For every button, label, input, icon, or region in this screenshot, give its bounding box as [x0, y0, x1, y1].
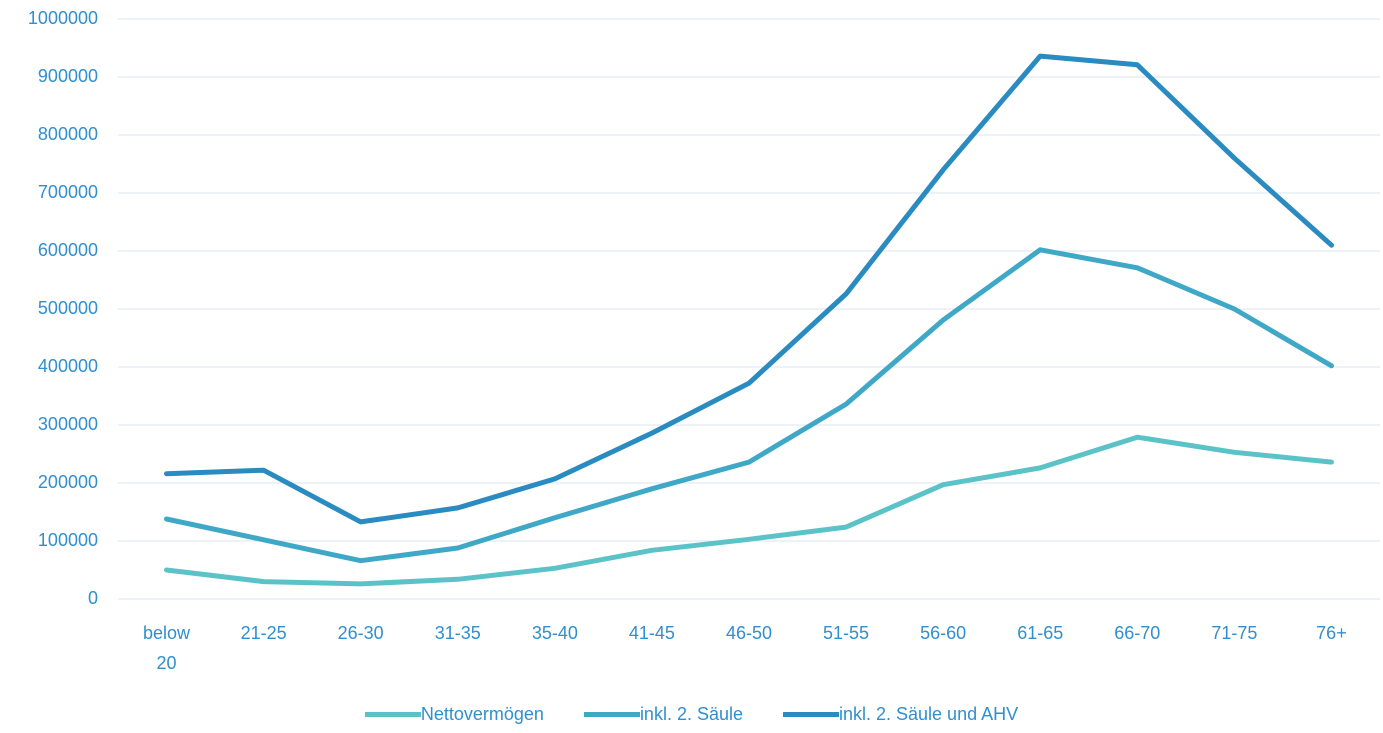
legend-label: inkl. 2. Säule [639, 704, 743, 724]
x-tick-label: 51-55 [823, 623, 870, 643]
x-tick-label: 56-60 [920, 623, 967, 643]
y-tick-label: 500000 [38, 298, 98, 318]
x-tick-label: 31-35 [434, 623, 481, 643]
series-line [164, 247, 1334, 564]
x-tick-label: 21-25 [240, 623, 287, 643]
series-line [164, 434, 1334, 587]
x-tick-label: 66-70 [1114, 623, 1161, 643]
y-tick-label: 1000000 [28, 8, 98, 28]
y-tick-label: 300000 [38, 414, 98, 434]
legend: Nettovermögen inkl. 2. Säule inkl. 2. Säul… [0, 704, 1383, 725]
series-line [164, 53, 1334, 525]
y-tick-label: 700000 [38, 182, 98, 202]
x-tick-label: below 20 [143, 623, 191, 673]
legend-swatch [783, 712, 839, 717]
x-tick-label: 46-50 [725, 623, 773, 643]
y-tick-label: 100000 [38, 530, 98, 550]
x-tick-label: 71-75 [1211, 623, 1258, 643]
legend-item: inkl. 2. Säule [583, 704, 743, 725]
y-tick-label: 600000 [38, 240, 98, 260]
legend-swatch [364, 712, 421, 717]
legend-label: Nettovermögen [420, 704, 544, 724]
x-tick-label: 41-45 [628, 623, 675, 643]
x-tick-label: 76+ [1316, 623, 1347, 643]
x-tick-label: 26-30 [337, 623, 384, 643]
y-tick-label: 900000 [38, 66, 98, 86]
y-tick-label: 0 [88, 588, 98, 608]
legend-swatch [583, 712, 640, 717]
legend-item: Nettovermögen [364, 704, 544, 725]
legend-label: inkl. 2. Säule und AHV [839, 704, 1019, 724]
x-tick-label: 35-40 [531, 623, 578, 643]
y-tick-label: 200000 [38, 472, 98, 492]
legend-item: inkl. 2. Säule und AHV [783, 704, 1018, 725]
y-tick-label: 400000 [38, 356, 98, 376]
y-tick-label: 800000 [38, 124, 98, 144]
x-tick-label: 61-65 [1017, 623, 1064, 643]
